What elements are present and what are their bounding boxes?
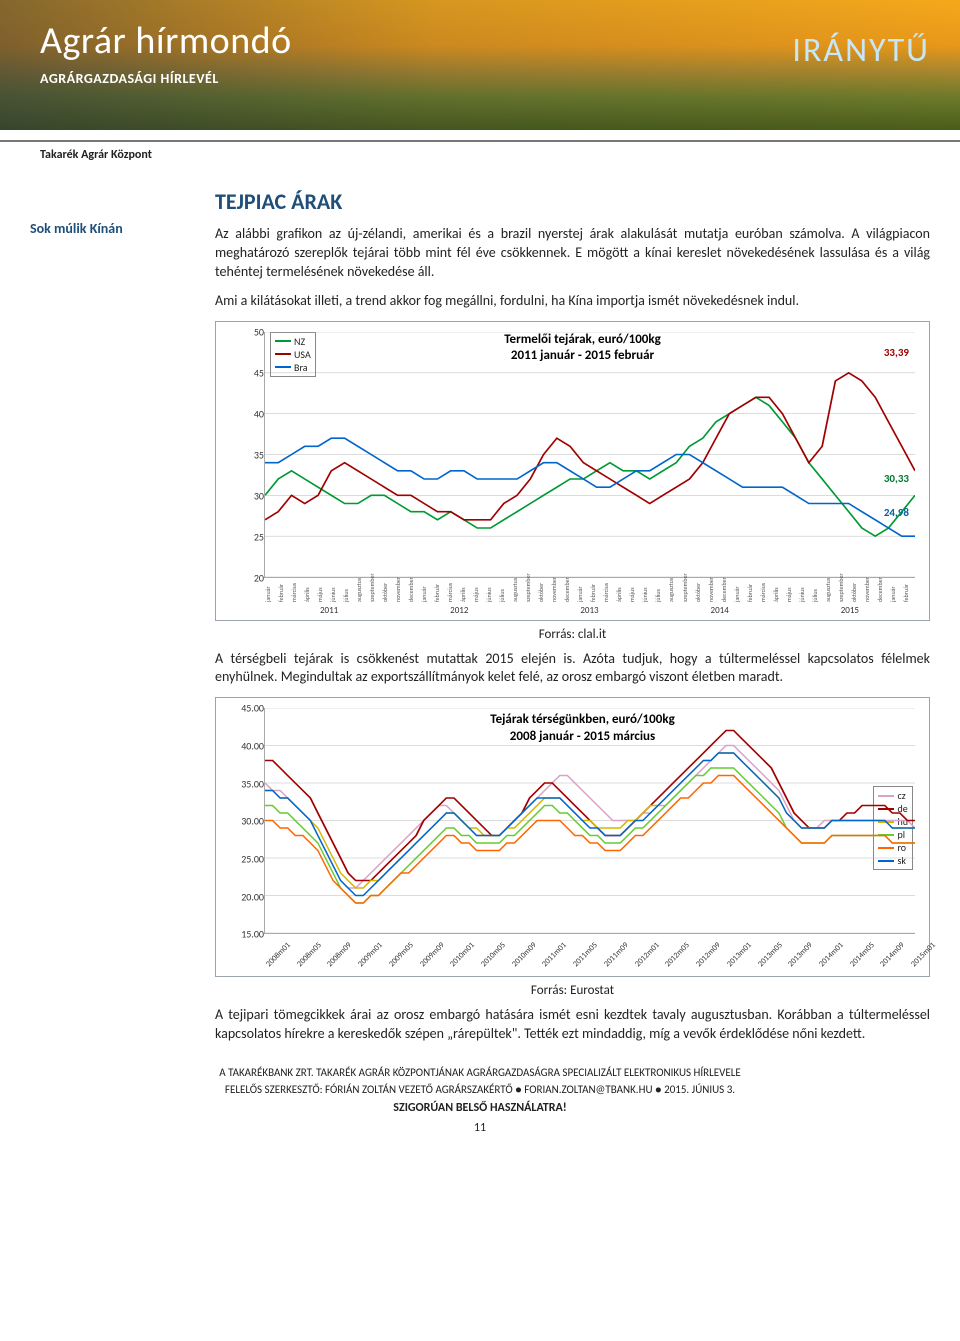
chart2-xticks: 2008m012008m052008m092009m012009m052009m… xyxy=(264,962,915,972)
chart2-caption: Forrás: Eurostat xyxy=(215,983,930,998)
chart1-plot xyxy=(264,332,915,578)
chart1-y-axis: 20253035404550 xyxy=(224,332,264,578)
chart1-caption: Forrás: clal.it xyxy=(215,627,930,642)
footer-l2: FELELŐS SZERKESZTŐ: FÓRIÁN ZOLTÁN VEZETŐ… xyxy=(30,1083,930,1098)
brand-word: IRÁNYTŰ xyxy=(792,30,930,71)
section-title: TEJPIAC ÁRAK xyxy=(215,188,930,215)
org-bar: Takarék Agrár Központ xyxy=(0,144,960,170)
footer-l1: A TAKARÉKBANK ZRT. TAKARÉK AGRÁR KÖZPONT… xyxy=(30,1066,930,1081)
publication-title: Agrár hírmondó xyxy=(40,18,292,64)
page-number: 11 xyxy=(30,1120,930,1136)
main-content: TEJPIAC ÁRAK Az alábbi grafikon az új-zé… xyxy=(210,180,930,1054)
chart2-y-axis: 15.0020.0025.0030.0035.0040.0045.00 xyxy=(224,708,264,934)
sidebar-callout: Sok múlik Kínán xyxy=(30,220,210,237)
chart-producer-prices: NZUSABra Termelői tejárak, euró/100kg 20… xyxy=(215,321,930,621)
header-banner: Agrár hírmondó AGRÁRGAZDASÁGI HÍRLEVÉL I… xyxy=(0,0,960,130)
chart2-plot xyxy=(264,708,915,934)
chart1-years: 20112012201320142015 xyxy=(264,605,915,616)
footer: A TAKARÉKBANK ZRT. TAKARÉK AGRÁR KÖZPONT… xyxy=(0,1054,960,1146)
publication-subtitle: AGRÁRGAZDASÁGI HÍRLEVÉL xyxy=(40,70,219,87)
paragraph-4: A tejipari tömegcikkek árai az orosz emb… xyxy=(215,1006,930,1044)
paragraph-1: Az alábbi grafikon az új-zélandi, amerik… xyxy=(215,225,930,282)
chart-regional-prices: Tejárak térségünkben, euró/100kg 2008 ja… xyxy=(215,697,930,977)
chart1-months: januárfebruármárciusáprilismájusjúniusjú… xyxy=(264,580,915,602)
footer-l3: SZIGORÚAN BELSŐ HASZNÁLATRA! xyxy=(30,1100,930,1116)
paragraph-3: A térségbeli tejárak is csökkenést mutat… xyxy=(215,650,930,688)
paragraph-2: Ami a kilátásokat illeti, a trend akkor … xyxy=(215,292,930,311)
sidebar: Sok múlik Kínán xyxy=(30,180,210,1054)
